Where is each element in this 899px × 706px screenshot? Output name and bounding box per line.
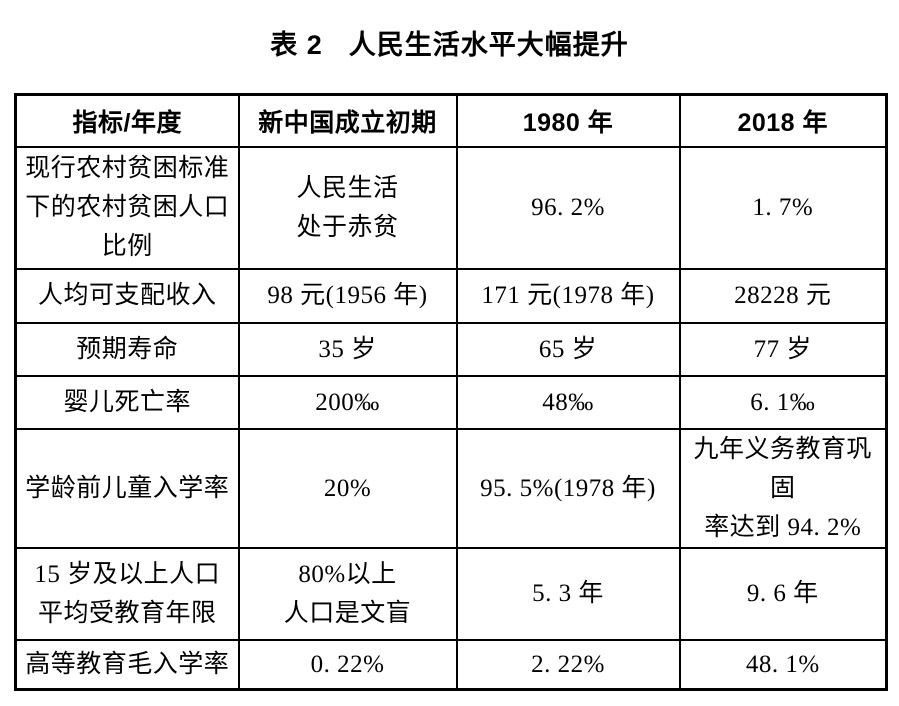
table-cell: 28228 元	[678, 267, 888, 324]
table-cell: 35 岁	[237, 321, 458, 377]
table-cell: 171 元(1978 年)	[455, 267, 681, 324]
table-cell: 0. 22%	[237, 638, 458, 691]
table-cell: 高等教育毛入学率	[14, 638, 240, 691]
table-cell: 人均可支配收入	[14, 267, 240, 324]
table-cell: 48. 1%	[678, 638, 888, 691]
table-cell: 98 元(1956 年)	[237, 267, 458, 324]
table-cell: 人民生活 处于赤贫	[237, 145, 458, 270]
table-row-higher-education: 高等教育毛入学率 0. 22% 2. 22% 48. 1%	[14, 638, 888, 691]
table-cell: 15 岁及以上人口 平均受教育年限	[14, 546, 240, 641]
header-cell-1980: 1980 年	[455, 93, 681, 148]
table-cell: 2. 22%	[455, 638, 681, 691]
table-cell: 九年义务教育巩固 率达到 94. 2%	[678, 427, 888, 549]
table-cell: 9. 6 年	[678, 546, 888, 641]
table-row-preschool-enrollment: 学龄前儿童入学率 20% 95. 5%(1978 年) 九年义务教育巩固 率达到…	[14, 427, 888, 549]
table-caption: 表 2 人民生活水平大幅提升	[0, 28, 899, 62]
table-cell: 20%	[237, 427, 458, 549]
table-cell: 80%以上 人口是文盲	[237, 546, 458, 641]
header-cell-early-prc: 新中国成立初期	[237, 93, 458, 148]
living-standards-table: 指标/年度 新中国成立初期 1980 年 2018 年 现行农村贫困标准 下的农…	[14, 93, 888, 691]
table-cell: 200‰	[237, 374, 458, 430]
table-row-rural-poverty: 现行农村贫困标准 下的农村贫困人口 比例 人民生活 处于赤贫 96. 2% 1.…	[14, 145, 888, 270]
header-cell-indicator: 指标/年度	[14, 93, 240, 148]
table-cell: 65 岁	[455, 321, 681, 377]
table-cell: 6. 1‰	[678, 374, 888, 430]
header-row: 指标/年度 新中国成立初期 1980 年 2018 年	[14, 93, 888, 148]
table-cell: 1. 7%	[678, 145, 888, 270]
table-row-infant-mortality: 婴儿死亡率 200‰ 48‰ 6. 1‰	[14, 374, 888, 430]
header-cell-2018: 2018 年	[678, 93, 888, 148]
table-label: 表 2	[270, 30, 323, 60]
table-cell: 95. 5%(1978 年)	[455, 427, 681, 549]
table-cell: 学龄前儿童入学率	[14, 427, 240, 549]
table-cell: 预期寿命	[14, 321, 240, 377]
table-row-life-expectancy: 预期寿命 35 岁 65 岁 77 岁	[14, 321, 888, 377]
table-title-text: 人民生活水平大幅提升	[348, 30, 629, 60]
table-row-disposable-income: 人均可支配收入 98 元(1956 年) 171 元(1978 年) 28228…	[14, 267, 888, 324]
table-cell: 婴儿死亡率	[14, 374, 240, 430]
table-cell: 96. 2%	[455, 145, 681, 270]
table-cell: 5. 3 年	[455, 546, 681, 641]
table-row-years-of-education: 15 岁及以上人口 平均受教育年限 80%以上 人口是文盲 5. 3 年 9. …	[14, 546, 888, 641]
table-cell: 77 岁	[678, 321, 888, 377]
table-cell: 现行农村贫困标准 下的农村贫困人口 比例	[14, 145, 240, 270]
table-cell: 48‰	[455, 374, 681, 430]
